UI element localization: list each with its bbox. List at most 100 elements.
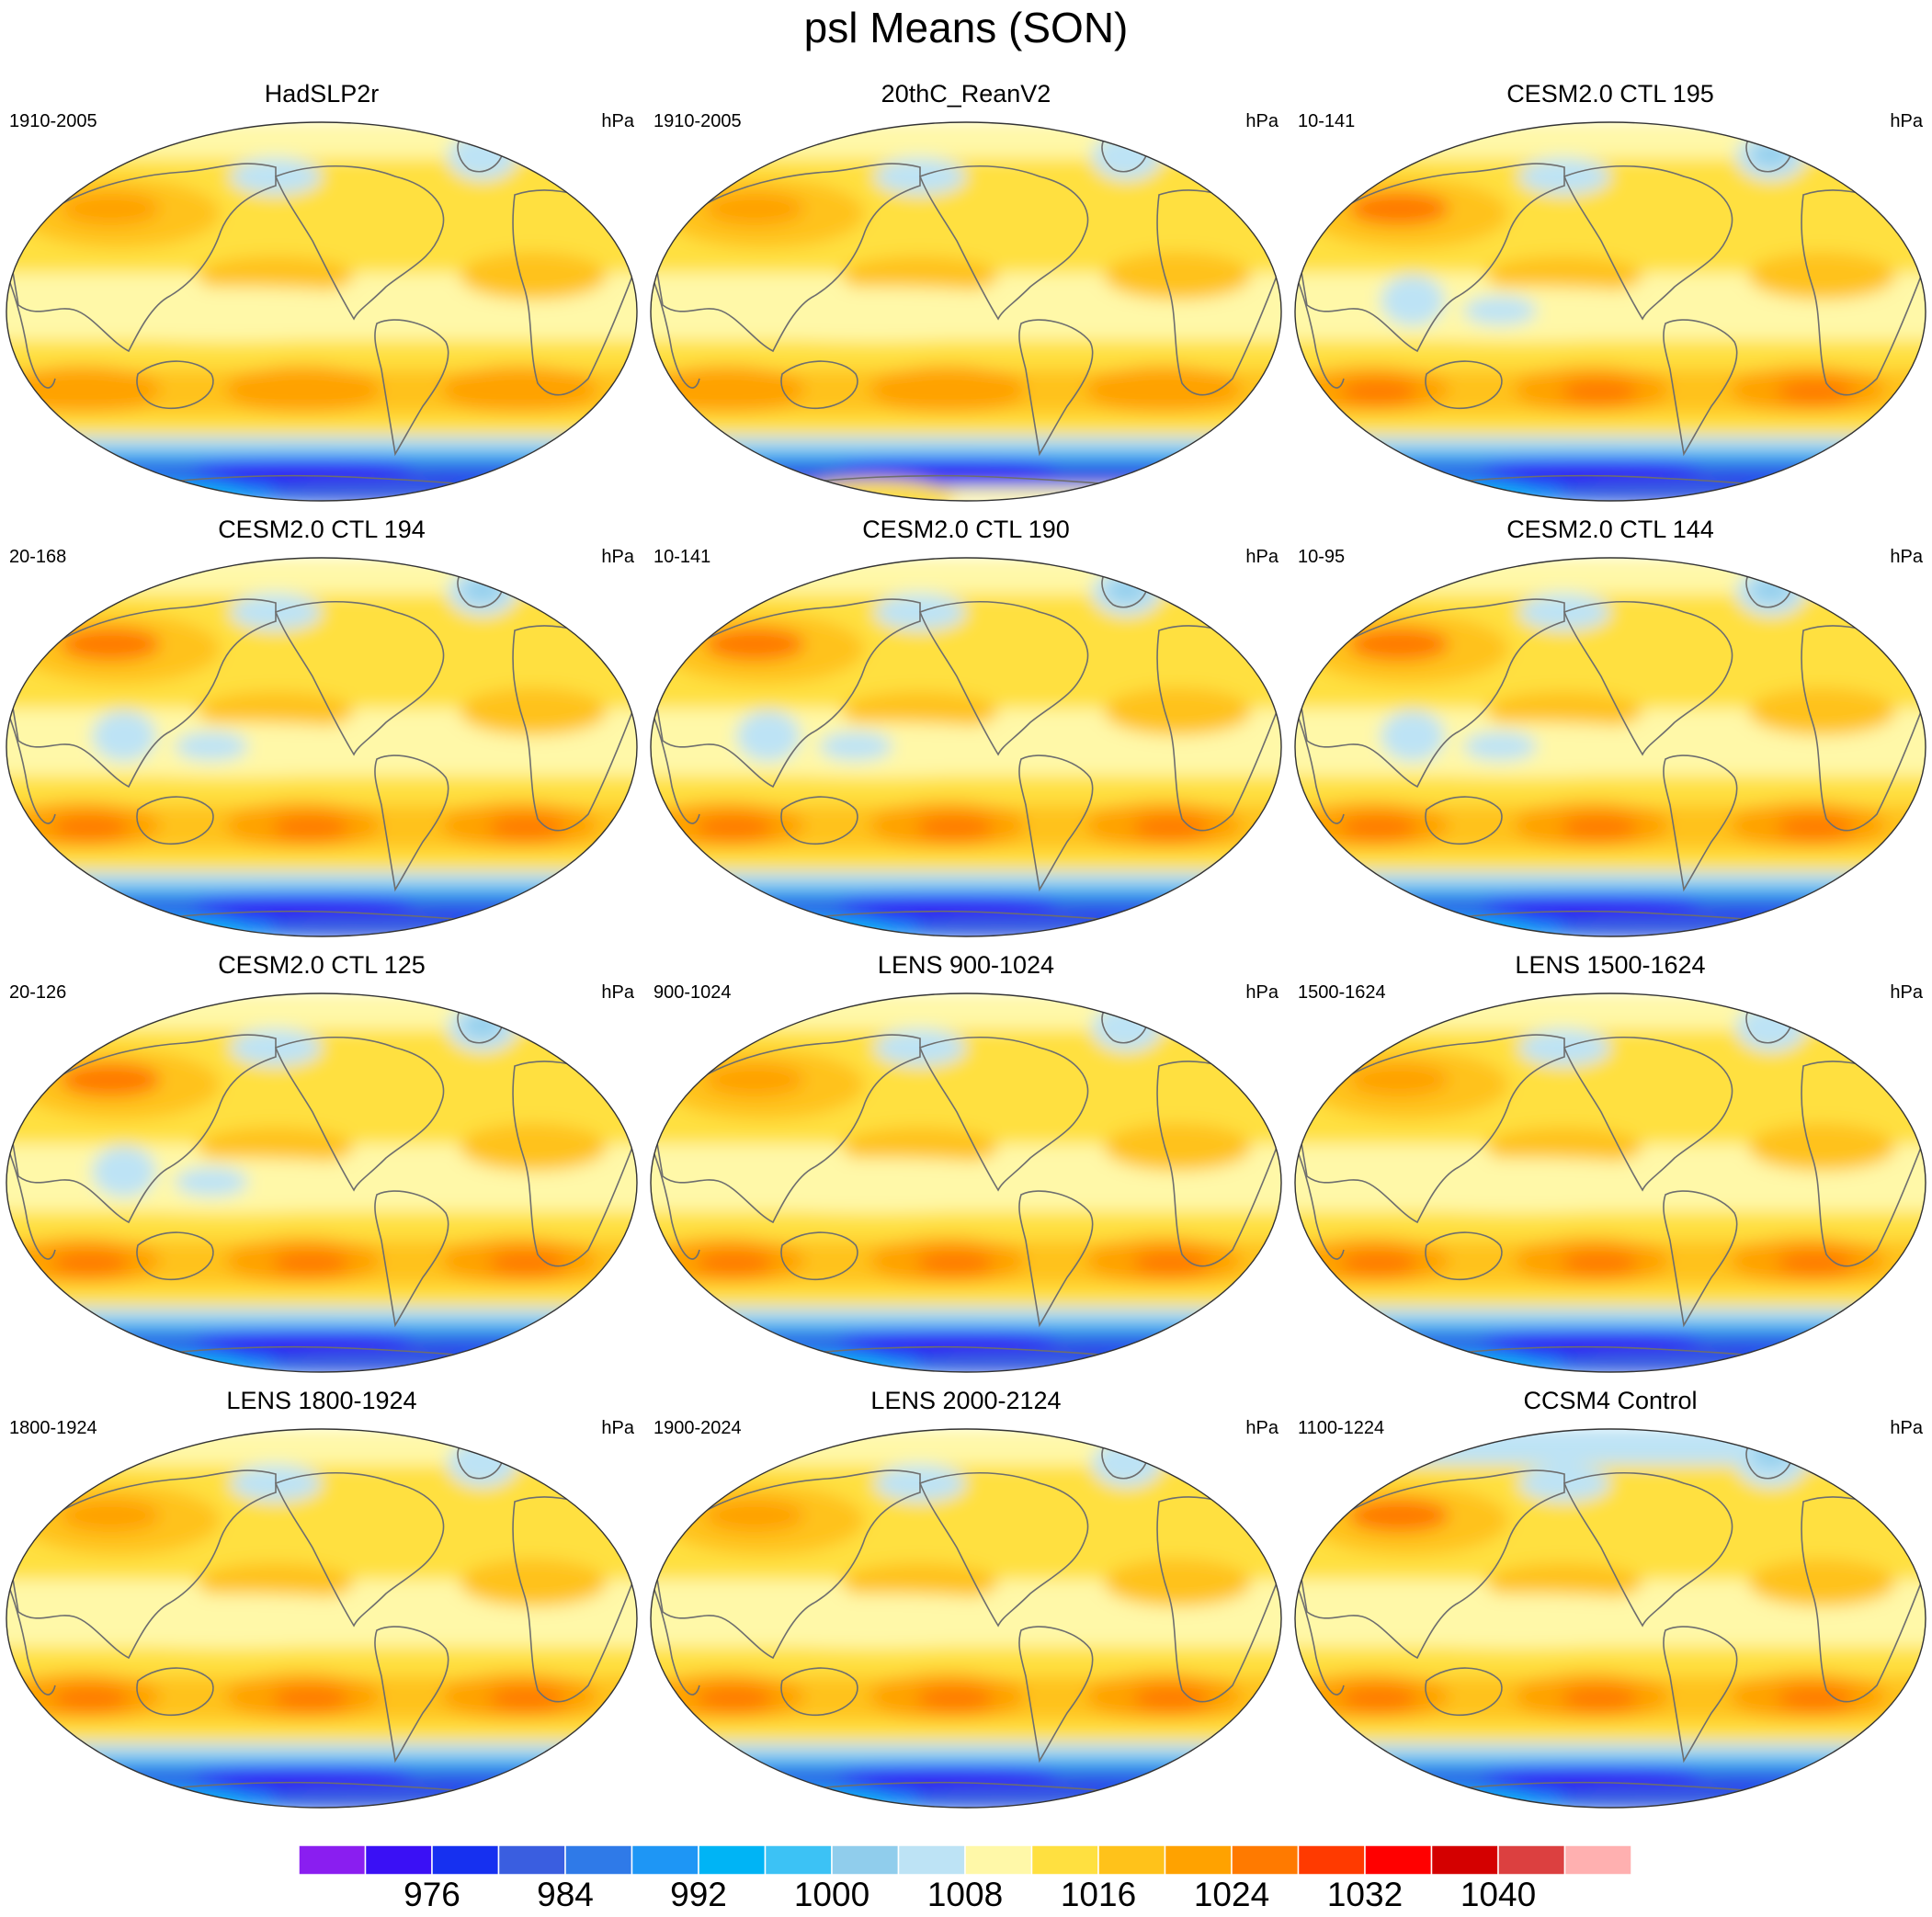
high-pressure-core [1777,380,1854,403]
pressure-band [1295,1720,1926,1744]
siberian-high-core [60,1499,161,1532]
high-pressure-core [696,1686,773,1710]
icelandic-low [1092,1439,1162,1487]
pressure-band [1295,445,1926,454]
pressure-band [6,1316,637,1325]
continent-outline [136,360,214,410]
high-pressure-core [51,1686,129,1710]
colorbar-swatch [1497,1844,1566,1876]
panel-unit: hPa [601,982,634,1003]
continent-outline [1297,163,1565,353]
panel-unit: hPa [1245,982,1279,1003]
continent-outline [1018,1626,1094,1764]
colorbar-swatch [497,1844,566,1876]
siberian-high-core [704,192,805,225]
continent-outline [374,754,449,892]
pressure-band [1295,558,1926,596]
colorbar-swatch [1364,1844,1433,1876]
pressure-band [1295,414,1926,437]
colorbar-swatch [964,1844,1033,1876]
high-pressure-core [1132,380,1210,403]
tropical-belt [1316,1594,1721,1649]
tropical-belt [672,1158,1076,1213]
high-pressure-core [916,1686,994,1710]
circumpolar-trough [193,459,414,478]
high-pressure-core [696,380,773,403]
colorbar-tick-label: 1032 [1326,1876,1404,1913]
continent-outline [1425,1231,1503,1281]
siberian-high-core [704,628,805,661]
panel-year-range: 20-168 [9,547,67,567]
high-pressure-cell [1486,691,1642,732]
pressure-band [6,436,637,447]
panel-title: CESM2.0 CTL 194 [218,516,426,543]
colorbar-frame [298,1844,1632,1876]
high-pressure-core [488,1251,565,1275]
map-panel: CESM2.0 CTL 144 10-95 hPa [1289,515,1932,937]
pressure-band [1295,849,1926,873]
pressure-band [651,1323,1281,1333]
map-boundary [1294,993,1926,1373]
continent-outline [274,1471,445,1628]
high-pressure-core [1777,1686,1854,1710]
pressure-band [1295,1316,1926,1325]
continent-outline [653,1469,921,1660]
continent-outline [1018,754,1094,892]
map-boundary [6,993,638,1373]
panel-title: CESM2.0 CTL 190 [862,516,1070,543]
colorbar-tick-label: 984 [537,1876,594,1913]
map-panel: LENS 1800-1924 1800-1924 hPa [0,1386,643,1809]
continent-outline [8,598,277,788]
high-pressure-cell [1748,252,1895,300]
pressure-band [651,452,1281,461]
panel-year-range: 1800-1924 [9,1418,97,1438]
map-boundary [6,557,638,937]
panel-year-range: 1910-2005 [9,111,97,131]
pressure-band [1295,452,1926,461]
pressure-band [6,871,637,882]
pressure-band [1295,993,1926,1031]
high-pressure-core [488,815,565,839]
panel-year-range: 10-141 [653,547,711,567]
continent-outline [374,319,449,457]
map-panel: CESM2.0 CTL 194 20-168 hPa [0,515,643,937]
pressure-band [1295,122,1926,160]
pressure-band [651,888,1281,897]
pressure-band [1295,1323,1926,1333]
pressure-band [6,993,637,1031]
pressure-band [651,849,1281,873]
continent-outline [780,1231,858,1281]
pressure-band [651,1752,1281,1761]
colorbar-swatch [1430,1844,1499,1876]
high-pressure-core [1340,380,1417,403]
map-panel: CESM2.0 CTL 125 20-126 hPa [0,950,643,1373]
siberian-high-core [60,1063,161,1096]
high-pressure-core [1561,815,1638,839]
high-pressure-cell [1104,687,1251,735]
pressure-band [651,1720,1281,1744]
high-pressure-core [51,815,129,839]
high-pressure-core [1561,1686,1638,1710]
continent-outline [8,163,277,353]
pressure-band [651,436,1281,447]
pressure-band [651,871,1281,882]
warm-pool-low [819,732,892,761]
map-boundary [1294,121,1926,502]
pressure-map [1294,121,1926,502]
pressure-band [1295,1742,1926,1753]
high-pressure-core [272,380,349,403]
panel-title: 20thC_ReanV2 [881,80,1051,108]
tropical-belt [28,287,432,342]
pressure-band [1295,871,1926,882]
high-pressure-core [272,815,349,839]
map-boundary [1294,1428,1926,1809]
continent-outline [8,1469,277,1660]
pressure-map [650,993,1282,1373]
high-pressure-core [1777,1251,1854,1275]
map-panel: 20thC_ReanV2 1910-2005 hPa [644,79,1288,502]
panel-title: LENS 900-1024 [877,951,1055,979]
panel-year-range: 1100-1224 [1298,1418,1385,1438]
map-panel: CCSM4 Control 1100-1224 hPa [1289,1386,1932,1809]
high-pressure-core [1132,1686,1210,1710]
panel-unit: hPa [1245,1418,1279,1438]
